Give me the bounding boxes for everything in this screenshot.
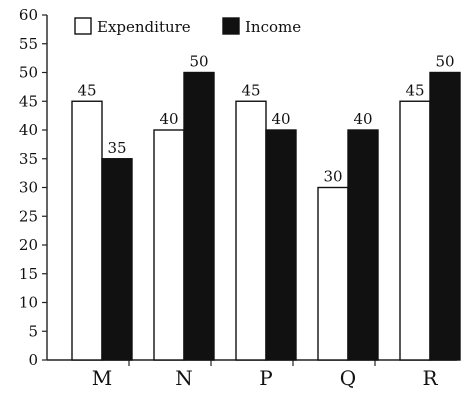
data-label: 40 [353, 110, 372, 128]
data-labels: 45 35 40 50 45 40 30 40 45 50 [77, 53, 454, 186]
bar-expenditure-q [317, 186, 349, 361]
y-tick-label: 35 [19, 150, 38, 168]
y-tick-label: 5 [28, 322, 38, 340]
legend-label-expenditure: Expenditure [97, 18, 191, 36]
legend-swatch-income [222, 17, 240, 35]
bar-income-p [265, 129, 297, 361]
bar-income-q [347, 129, 379, 361]
legend: Expenditure Income [74, 17, 301, 36]
data-label: 50 [435, 53, 454, 71]
bar-income-n [183, 71, 215, 361]
y-tick-label: 30 [19, 179, 38, 197]
y-axis: 0 5 10 15 20 25 30 35 40 45 50 55 60 [19, 6, 48, 369]
data-label: 50 [189, 53, 208, 71]
data-label: 45 [241, 81, 260, 99]
data-label: 30 [323, 168, 342, 186]
bar-income-r [429, 71, 461, 361]
y-tick-label: 40 [19, 121, 38, 139]
bar-expenditure-m [71, 100, 103, 361]
data-label: 45 [405, 81, 424, 99]
bar-income-m [101, 158, 133, 361]
y-tick-label: 15 [19, 265, 38, 283]
x-tick-label: N [175, 366, 193, 390]
y-tick-label: 25 [19, 207, 38, 225]
x-tick-label: R [422, 366, 438, 390]
data-label: 35 [107, 139, 126, 157]
bar-expenditure-r [399, 100, 431, 361]
x-tick-label: P [259, 366, 272, 390]
y-tick-label: 0 [28, 351, 38, 369]
x-tick-label: Q [340, 366, 356, 390]
y-tick-label: 50 [19, 64, 38, 82]
legend-swatch-expenditure [74, 17, 92, 35]
data-label: 40 [159, 110, 178, 128]
y-tick-label: 60 [19, 6, 38, 24]
bar-expenditure-p [235, 100, 267, 361]
data-label: 40 [271, 110, 290, 128]
bars [71, 71, 461, 361]
data-label: 45 [77, 81, 96, 99]
y-tick-label: 10 [19, 294, 38, 312]
y-tick-label: 45 [19, 92, 38, 110]
legend-label-income: Income [245, 18, 301, 36]
x-tick-label: M [92, 366, 112, 390]
bar-expenditure-n [153, 129, 185, 361]
y-tick-label: 55 [19, 35, 38, 53]
y-tick-label: 20 [19, 236, 38, 254]
